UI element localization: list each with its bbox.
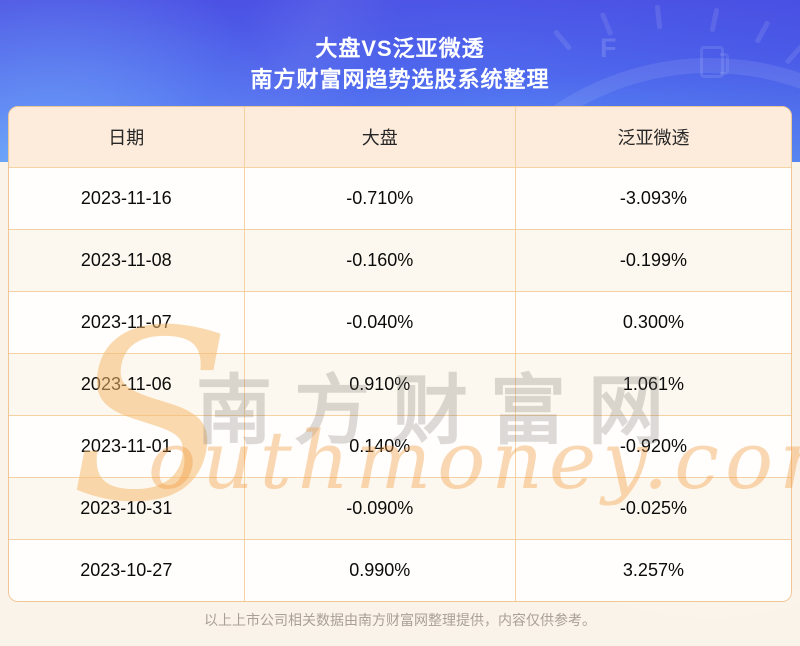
table-row: 2023-10-27 0.990% 3.257%	[9, 539, 791, 601]
cell-date: 2023-11-08	[80, 250, 172, 270]
cell-stock: 0.300%	[514, 292, 791, 353]
cell-market: -0.710%	[243, 168, 515, 229]
column-header-market: 大盘	[243, 107, 515, 167]
page-title: 大盘VS泛亚微透	[315, 36, 485, 61]
page-subtitle: 南方财富网趋势选股系统整理	[250, 67, 550, 92]
cell-market: -0.040%	[243, 292, 515, 353]
cell-date: 2023-11-07	[80, 312, 172, 332]
cell-stock: -0.025%	[514, 478, 791, 539]
cell-stock: 3.257%	[514, 540, 791, 601]
cell-date: 2023-11-16	[80, 188, 172, 208]
table-row: 2023-11-06 0.910% 1.061%	[9, 353, 791, 415]
comparison-table: 日期 大盘 泛亚微透 2023-11-16 -0.710% -3.093% 20…	[8, 106, 792, 602]
gauge-tick-icon	[654, 4, 663, 30]
cell-date: 2023-10-27	[80, 560, 173, 580]
fuel-pump-icon	[700, 46, 729, 78]
cell-stock: 1.061%	[514, 354, 791, 415]
gauge-tick-icon	[709, 7, 720, 33]
table-row: 2023-11-01 0.140% -0.920%	[9, 415, 791, 477]
table-header-row: 日期 大盘 泛亚微透	[9, 107, 791, 167]
table-row: 2023-10-31 -0.090% -0.025%	[9, 477, 791, 539]
cell-market: 0.140%	[243, 416, 515, 477]
cell-date: 2023-10-31	[80, 498, 173, 518]
cell-market: -0.090%	[243, 478, 515, 539]
cell-date: 2023-11-01	[80, 436, 172, 456]
cell-date: 2023-11-06	[80, 374, 172, 394]
gauge-full-label: F	[600, 33, 617, 63]
cell-market: 0.990%	[243, 540, 515, 601]
cell-stock: -0.199%	[514, 230, 791, 291]
table-row: 2023-11-08 -0.160% -0.199%	[9, 229, 791, 291]
footer-note: 以上上市公司相关数据由南方财富网整理提供，内容仅供参考。	[204, 612, 596, 628]
table-row: 2023-11-16 -0.710% -3.093%	[9, 167, 791, 229]
column-header-date: 日期	[108, 128, 145, 148]
table-row: 2023-11-07 -0.040% 0.300%	[9, 291, 791, 353]
cell-market: 0.910%	[243, 354, 515, 415]
column-header-stock: 泛亚微透	[514, 107, 791, 167]
cell-stock: -0.920%	[514, 416, 791, 477]
cell-stock: -3.093%	[514, 168, 791, 229]
cell-market: -0.160%	[243, 230, 515, 291]
table-body: 2023-11-16 -0.710% -3.093% 2023-11-08 -0…	[9, 167, 791, 601]
